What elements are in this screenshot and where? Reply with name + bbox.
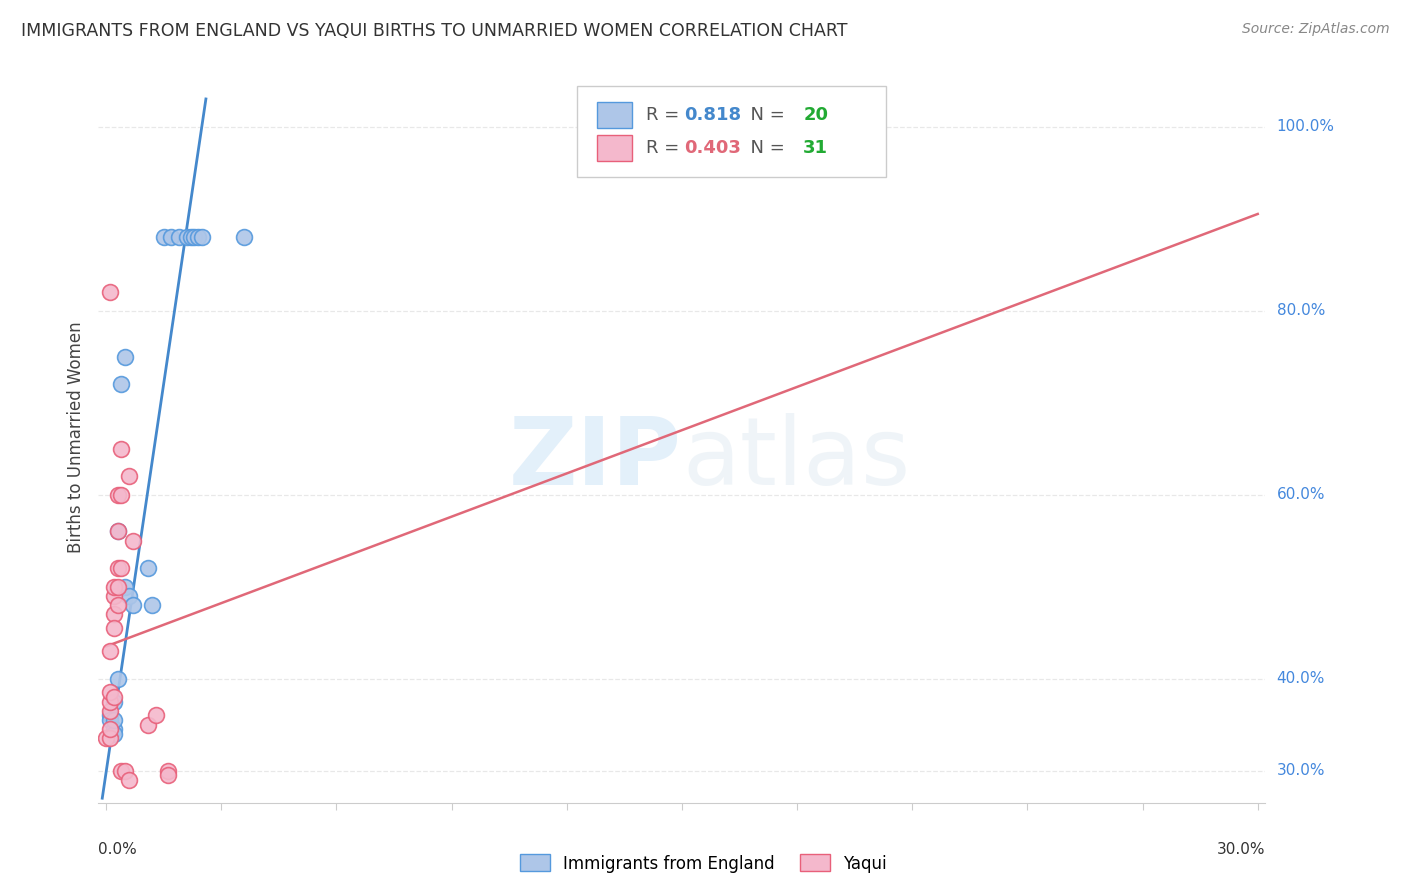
Point: [176, 230, 198, 244]
Point: [107, 598, 129, 612]
FancyBboxPatch shape: [596, 103, 631, 128]
Text: 80.0%: 80.0%: [1277, 303, 1324, 318]
Text: N =: N =: [740, 139, 790, 157]
Point: [118, 772, 141, 787]
Text: R =: R =: [645, 139, 685, 157]
Point: [103, 607, 125, 622]
Point: [103, 727, 125, 741]
Point: [107, 580, 129, 594]
FancyBboxPatch shape: [596, 136, 631, 161]
Point: [233, 230, 256, 244]
Point: [110, 561, 132, 575]
Point: [156, 768, 179, 782]
Point: [141, 598, 163, 612]
Point: [107, 524, 129, 539]
Point: [103, 713, 125, 727]
Point: [145, 708, 167, 723]
Text: ZIP: ZIP: [509, 413, 682, 505]
Point: [167, 230, 190, 244]
Point: [114, 764, 136, 778]
Point: [118, 469, 141, 483]
Text: 0.403: 0.403: [685, 139, 741, 157]
Point: [110, 442, 132, 456]
Point: [103, 690, 125, 704]
FancyBboxPatch shape: [576, 86, 886, 178]
Point: [114, 580, 136, 594]
Text: atlas: atlas: [682, 413, 910, 505]
Text: 100.0%: 100.0%: [1277, 119, 1334, 134]
Point: [94, 731, 117, 746]
Point: [107, 672, 129, 686]
Point: [103, 695, 125, 709]
Text: 0.818: 0.818: [685, 106, 741, 124]
Point: [136, 561, 159, 575]
Point: [98, 731, 121, 746]
Text: 30.0%: 30.0%: [1277, 763, 1324, 778]
Point: [98, 704, 121, 718]
Point: [110, 764, 132, 778]
Point: [98, 285, 121, 300]
Text: N =: N =: [740, 106, 790, 124]
Y-axis label: Births to Unmarried Women: Births to Unmarried Women: [66, 321, 84, 553]
Point: [122, 533, 145, 548]
Text: IMMIGRANTS FROM ENGLAND VS YAQUI BIRTHS TO UNMARRIED WOMEN CORRELATION CHART: IMMIGRANTS FROM ENGLAND VS YAQUI BIRTHS …: [21, 22, 848, 40]
Point: [107, 487, 129, 501]
Point: [103, 621, 125, 635]
Text: 20: 20: [803, 106, 828, 124]
Legend: Immigrants from England, Yaqui: Immigrants from England, Yaqui: [513, 847, 893, 880]
Point: [122, 598, 145, 612]
Point: [180, 230, 202, 244]
Point: [98, 722, 121, 736]
Point: [98, 685, 121, 699]
Point: [183, 230, 205, 244]
Point: [98, 713, 121, 727]
Point: [136, 717, 159, 731]
Point: [152, 230, 174, 244]
Point: [187, 230, 209, 244]
Text: 30.0%: 30.0%: [1218, 842, 1265, 856]
Text: 40.0%: 40.0%: [1277, 671, 1324, 686]
Text: Source: ZipAtlas.com: Source: ZipAtlas.com: [1241, 22, 1389, 37]
Point: [98, 708, 121, 723]
Point: [191, 230, 214, 244]
Text: 31: 31: [803, 139, 828, 157]
Text: R =: R =: [645, 106, 685, 124]
Point: [110, 377, 132, 392]
Point: [98, 695, 121, 709]
Point: [114, 350, 136, 364]
Point: [98, 644, 121, 658]
Point: [160, 230, 183, 244]
Point: [110, 487, 132, 501]
Point: [107, 561, 129, 575]
Point: [107, 524, 129, 539]
Point: [633, 120, 655, 134]
Point: [156, 764, 179, 778]
Point: [103, 722, 125, 736]
Text: 60.0%: 60.0%: [1277, 487, 1324, 502]
Point: [118, 589, 141, 603]
Point: [103, 589, 125, 603]
Point: [103, 580, 125, 594]
Text: 0.0%: 0.0%: [98, 842, 138, 856]
